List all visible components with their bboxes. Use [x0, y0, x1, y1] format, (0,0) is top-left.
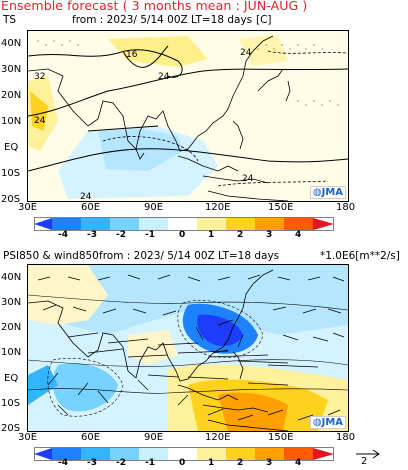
psi-positive-northwest	[28, 265, 108, 325]
ts-ylabel-30n: 30N	[1, 64, 22, 75]
jma-globe-icon: ◍	[312, 417, 322, 428]
psi-ylabel-40n: 40N	[1, 272, 22, 283]
jma-logo: ◍JMA	[309, 186, 346, 199]
ts-cbar-label-m3: -3	[87, 230, 97, 240]
ts-xlabel-180: 180	[336, 202, 356, 213]
ts-ylabel-10n: 10N	[1, 116, 22, 127]
psi-cyclonic-inner	[197, 314, 243, 347]
psi-cbar-label-4: 4	[295, 458, 302, 468]
ts-cbar-label-1: 1	[208, 230, 215, 240]
psi-negative-contours	[47, 300, 264, 417]
ts-contour-label-24d: 24	[242, 174, 254, 184]
ts-map: 16 24 24 32 24 24 24 ◍JMA	[27, 30, 349, 202]
forecast-header: Ensemble forecast ( 3 months mean : JUN-…	[1, 0, 308, 13]
ts-contour-label-16: 16	[126, 50, 138, 60]
psi-cbar-label-m2: -2	[116, 458, 126, 468]
psi-wind-vectors	[37, 274, 345, 421]
ts-cbar-label-4: 4	[295, 230, 302, 240]
psi-negative-southwest	[52, 363, 118, 412]
ts-contours	[28, 45, 348, 172]
psi-negative-north	[28, 265, 348, 335]
ts-warm-anomaly-east	[238, 35, 288, 66]
ts-contour-label-24b: 24	[158, 72, 170, 82]
psi-cbar-label-2: 2	[237, 458, 244, 468]
ts-xlabel-90e: 90E	[144, 202, 164, 213]
ts-contour-label-32: 32	[34, 72, 45, 82]
ts-cbar-label-m1: -1	[145, 230, 155, 240]
psi-ylabel-10s: 10S	[1, 398, 21, 409]
psi-xlabel-150e: 150E	[268, 432, 294, 443]
ts-ylabel-20n: 20N	[1, 90, 22, 101]
psi-cbar-label-3: 3	[266, 458, 273, 468]
reference-vector-label: 2	[361, 456, 368, 467]
ts-ylabel-20s: 20S	[1, 194, 21, 205]
psi-xlabel-180: 180	[336, 432, 356, 443]
psi-ylabel-20n: 20N	[1, 322, 22, 333]
ts-unit: [C]	[256, 14, 272, 26]
psi-xlabel-120e: 120E	[205, 432, 231, 443]
psi-ylabel-30n: 30N	[1, 297, 22, 308]
psi-cbar-label-m1: -1	[145, 458, 155, 468]
jma-globe-icon: ◍	[312, 187, 322, 198]
ts-xlabel-30e: 30E	[18, 202, 38, 213]
psi-variable-label: PSI850 & wind850	[3, 250, 99, 262]
ts-xlabel-60e: 60E	[81, 202, 101, 213]
reference-vector	[356, 444, 382, 459]
psi-xlabel-60e: 60E	[81, 432, 101, 443]
psi-negative-west	[28, 365, 58, 405]
psi-unit: *1.0E6[m**2/s]	[320, 250, 400, 262]
psi-xlabel-90e: 90E	[144, 432, 164, 443]
ts-cool-anomaly-core	[98, 129, 183, 171]
psi-colorbar	[34, 446, 334, 461]
ts-map-svg: 16 24 24 32 24 24 24	[28, 31, 348, 201]
ts-colorbar-svg	[34, 217, 334, 231]
psi-cbar-label-1: 1	[208, 458, 215, 468]
ts-xlabel-150e: 150E	[268, 202, 294, 213]
ts-cbar-label-m4: -4	[58, 230, 68, 240]
jma-logo-2: ◍JMA	[309, 416, 346, 429]
ts-colorbar	[34, 216, 334, 231]
psi-map-svg	[28, 265, 348, 431]
ts-contour-label-24c: 24	[34, 116, 46, 126]
ts-ylabel-eq: EQ	[4, 142, 19, 153]
ts-run-info: from : 2023/ 5/14 00Z LT=18 days	[72, 14, 253, 26]
ts-coastlines	[28, 35, 291, 201]
ts-contour-label-24a: 24	[240, 48, 252, 58]
psi-cbar-label-m4: -4	[58, 458, 68, 468]
ts-xlabel-120e: 120E	[205, 202, 231, 213]
ts-ylabel-40n: 40N	[1, 38, 22, 49]
ts-ylabel-10s: 10S	[1, 168, 21, 179]
ts-hatching	[37, 40, 339, 106]
psi-contours	[28, 294, 348, 394]
ts-cbar-label-0: 0	[179, 230, 186, 240]
psi-coastlines	[28, 269, 289, 431]
arrow-right-icon	[356, 449, 380, 459]
psi-run-info: from : 2023/ 5/14 00Z LT=18 days	[99, 250, 280, 262]
psi-map: ◍JMA	[27, 264, 349, 432]
psi-positive-core	[218, 392, 288, 431]
ts-cbar-label-3: 3	[266, 230, 273, 240]
ts-warm-anomaly-core	[30, 91, 48, 131]
psi-cbar-label-0: 0	[179, 458, 186, 468]
psi-colorbar-svg	[34, 447, 334, 461]
ts-warm-anomaly-tibet	[108, 36, 208, 67]
ts-variable-label: TS	[3, 14, 17, 26]
ts-negative-contours	[102, 50, 348, 187]
ts-cbar-label-2: 2	[237, 230, 244, 240]
psi-cbar-label-m3: -3	[87, 458, 97, 468]
psi-ylabel-eq: EQ	[4, 373, 19, 384]
psi-xlabel-30e: 30E	[18, 432, 38, 443]
ts-cbar-label-m2: -2	[116, 230, 126, 240]
psi-ylabel-10n: 10N	[1, 347, 22, 358]
ts-contour-label-24e: 24	[80, 192, 92, 201]
psi-ylabel-20s: 20S	[1, 423, 21, 434]
